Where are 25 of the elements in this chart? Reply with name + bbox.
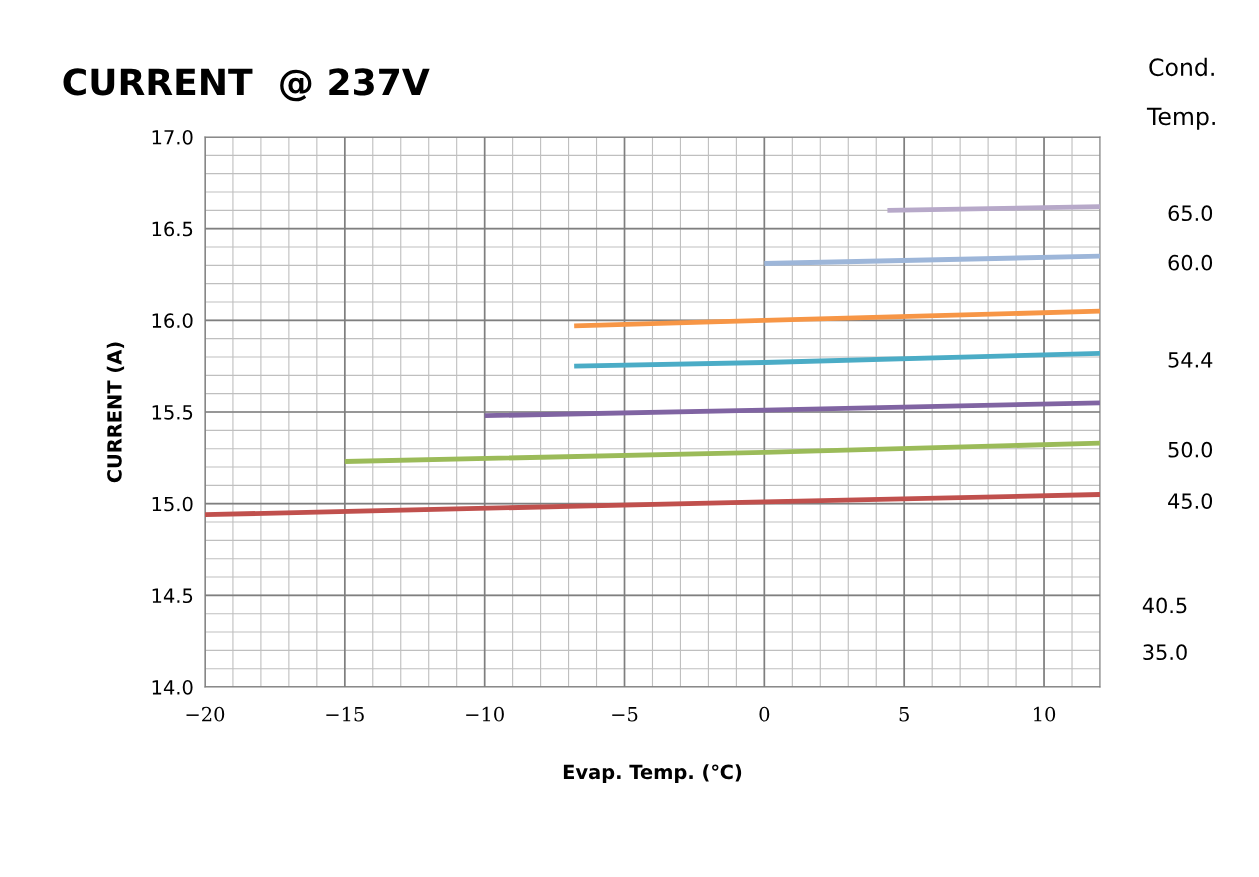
- text: 40.5: [1142, 597, 1187, 614]
- text: 60.0: [1168, 254, 1213, 271]
- y-tick-label: 16.5: [152, 221, 193, 237]
- x-tick-label: −5: [612, 707, 638, 722]
- x-tick-label: −10: [466, 706, 504, 722]
- y-tick-label: 14.5: [152, 588, 193, 604]
- text: 35.0: [1143, 644, 1187, 661]
- text: 54.4: [1168, 352, 1213, 368]
- y-tick-label: 15.0: [152, 496, 193, 512]
- x-axis-title: Evap. Temp. (℃): [563, 764, 742, 784]
- text: Cond. Temp.: [1146, 57, 1215, 130]
- y-tick-label: 15.5: [152, 405, 193, 420]
- y-tick-label: 17.0: [152, 129, 193, 145]
- y-axis-title: CURRENT (A): [106, 342, 125, 483]
- x-tick-label: −20: [186, 706, 225, 722]
- x-tick-label: −15: [326, 706, 364, 722]
- x-tick-label: 0: [759, 706, 770, 722]
- x-tick-label: 5: [899, 707, 909, 722]
- x-tick-label: 10: [1034, 706, 1056, 722]
- text: 65.0: [1168, 205, 1213, 222]
- y-tick-label: 14.0: [152, 680, 193, 695]
- chart-title: CURRENT @ 237V: [63, 68, 430, 102]
- y-tick-label: 16.0: [152, 313, 193, 328]
- text: 50.0: [1168, 441, 1213, 458]
- text: 45.0: [1168, 493, 1213, 509]
